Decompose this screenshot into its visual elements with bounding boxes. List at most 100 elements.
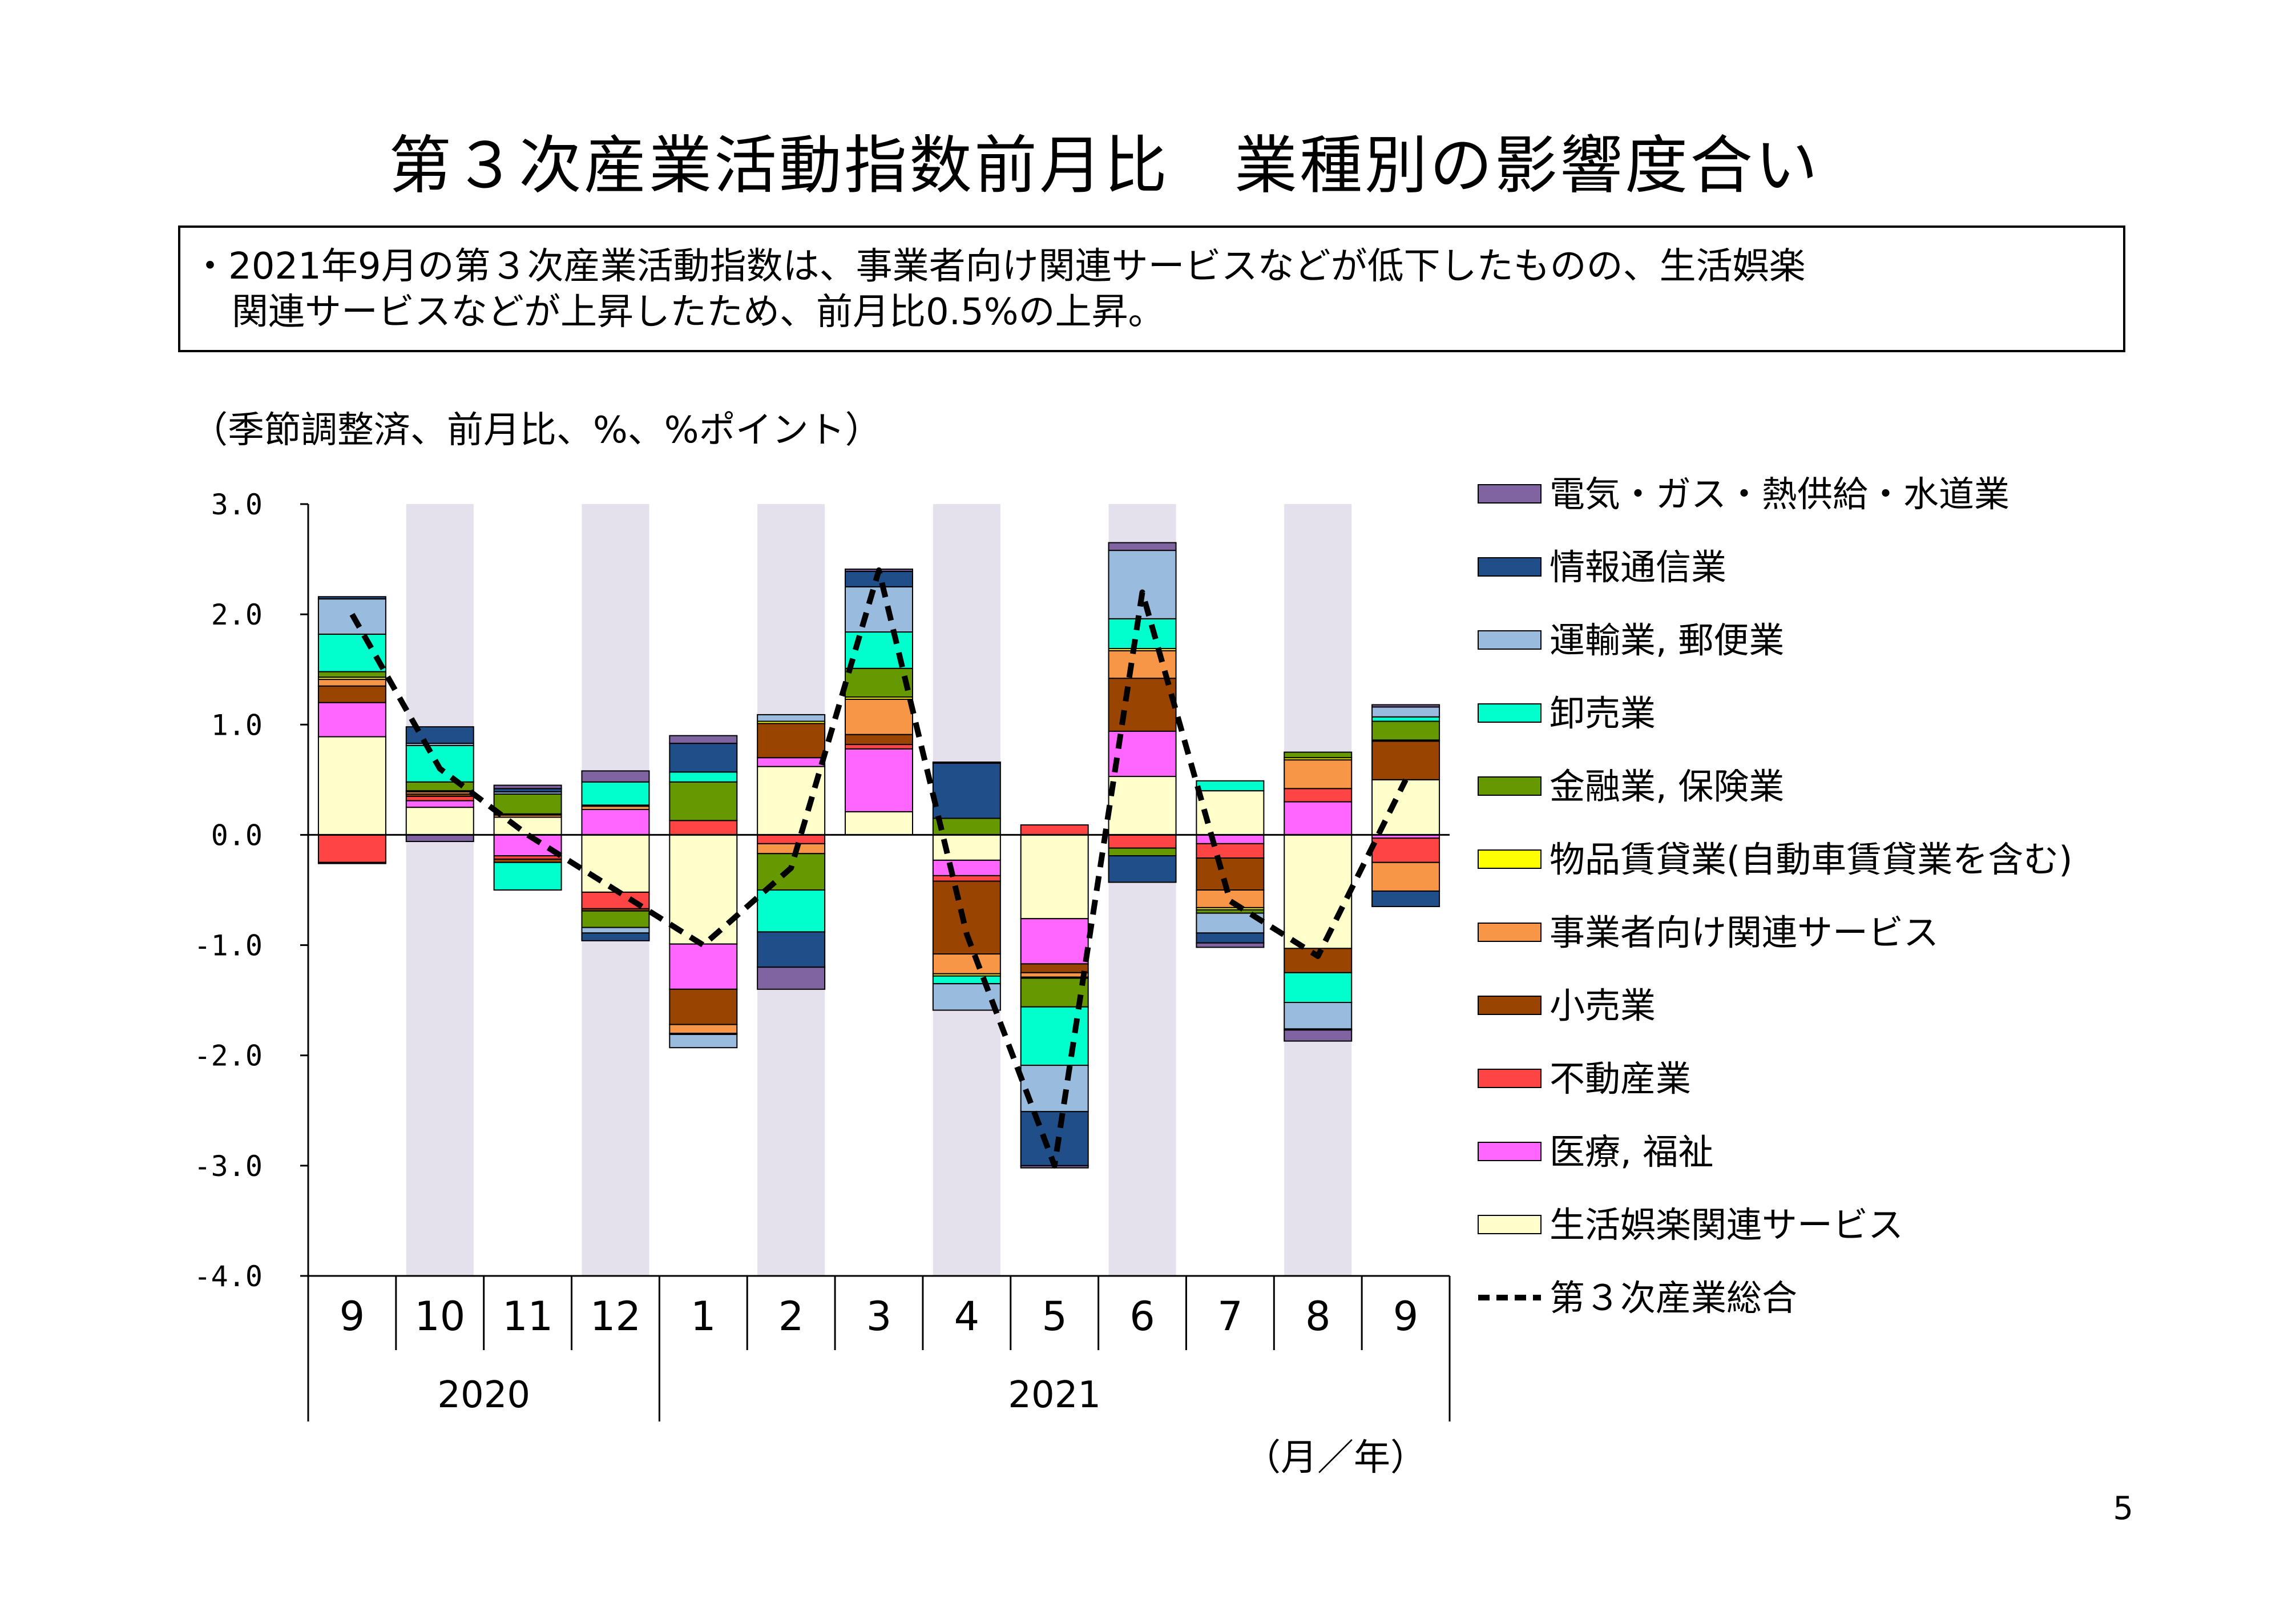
bar-segment-4-8 [1020,972,1089,978]
x-tick-label-4: 1 [691,1293,716,1340]
x-tick-label-0: 9 [340,1293,365,1340]
bar-segment-9-4 [669,743,738,773]
total-line-layer [349,567,1409,1169]
x-tick-label-8: 5 [1042,1293,1067,1340]
bar-segment-8-5 [757,714,826,722]
y-tick-label-0: 3.0 [211,488,263,521]
x-tick-label-12: 9 [1393,1293,1419,1340]
legend-swatch-4 [1478,776,1542,796]
bar-segment-9-12 [1371,890,1440,907]
shaded-column-1 [406,504,474,1276]
bar-segment-1-7 [932,859,1001,876]
bar-segment-8-12 [1371,706,1440,718]
bar-segment-10-2 [493,784,562,790]
bar-segment-4-5 [757,843,826,855]
year-label-0: 2020 [437,1374,530,1416]
bar-segment-0-6 [845,811,913,836]
y-tick-label-1: 2.0 [211,598,263,631]
bar-segment-0-11 [1284,834,1353,949]
bar-segment-2-0 [317,834,386,863]
bar-segment-6-6 [845,667,913,698]
bar-segment-10-7 [932,761,1001,764]
x-tick-label-9: 6 [1129,1293,1155,1340]
x-tick-label-5: 2 [778,1293,804,1340]
legend-label-5: 物品賃貸業(自動車賃貸業を含む) [1550,839,2072,880]
bar-segment-7-2 [493,861,562,891]
bar-segment-7-4 [669,771,738,783]
bar-segment-2-7 [932,875,1001,882]
bar-segment-4-11 [1284,759,1353,790]
legend-swatch-7 [1478,996,1542,1015]
legend-label-11: 第３次産業総合 [1550,1277,1797,1319]
bar-segment-2-11 [1284,788,1353,803]
bar-segment-1-8 [1020,918,1089,965]
bar-segment-0-4 [669,834,738,945]
bar-segment-2-4 [669,820,738,836]
bar-segment-6-5 [757,853,826,891]
bar-segment-3-4 [669,988,738,1025]
bar-segment-6-3 [581,910,650,928]
bar-segment-10-12 [1371,704,1440,708]
legend-label-8: 不動産業 [1550,1058,1691,1100]
bar-segment-1-4 [669,943,738,990]
bar-segment-0-0 [317,736,386,836]
y-tick-label-6: -3.0 [194,1150,263,1183]
bar-segment-10-3 [581,770,650,783]
x-tick-label-10: 7 [1217,1293,1243,1340]
total-line [349,567,1409,1169]
bar-segment-9-7 [932,762,1001,819]
bar-segment-1-6 [845,748,913,812]
bar-segment-8-8 [1020,1065,1089,1113]
bar-segment-8-4 [669,1034,738,1049]
legend-label-4: 金融業, 保険業 [1550,766,1784,807]
bar-segment-2-9 [1108,834,1177,849]
legend-label-10: 生活娯楽関連サービス [1550,1204,1903,1246]
bar-segment-0-5 [757,766,826,836]
bar-segment-7-12 [1371,716,1440,722]
bars [317,542,1440,1169]
bar-segment-7-3 [581,781,650,806]
bar-segment-9-9 [1108,855,1177,883]
x-tick-label-3: 12 [590,1293,641,1340]
bar-segment-2-8 [1020,824,1089,836]
bar-segment-1-5 [757,757,826,767]
bar-segment-9-3 [581,932,650,941]
bar-segment-4-4 [669,1024,738,1034]
bar-segment-6-4 [669,781,738,821]
bar-segment-8-7 [932,983,1001,1011]
unit-label: （季節調整済、前月比、%、%ポイント） [191,409,882,452]
bar-segment-7-5 [757,889,826,933]
bar-segment-9-10 [1196,932,1265,944]
legend-label-7: 小売業 [1550,985,1656,1026]
bar-segment-3-8 [1020,963,1089,973]
bar-segment-4-6 [845,698,913,735]
bar-segment-10-1 [405,834,474,843]
page-title: 第３次産業活動指数前月比 業種別の影響度合い [389,129,1820,202]
bar-segment-10-10 [1196,942,1265,948]
bar-segment-3-5 [757,723,826,759]
bar-segment-7-0 [317,633,386,672]
x-tick-label-6: 3 [866,1293,892,1340]
bar-segment-7-9 [1108,618,1177,650]
legend-label-1: 情報通信業 [1550,546,1726,588]
bar-segment-7-7 [932,975,1001,985]
bar-segment-0-8 [1020,834,1089,920]
bar-segment-0-9 [1108,776,1177,836]
bar-segment-6-11 [1284,751,1353,759]
summary-box: ・2021年9月の第３次産業活動指数は、事業者向け関連サービスなどが低下したもの… [178,225,2125,352]
bar-segment-3-0 [317,685,386,703]
bar-segment-1-1 [405,800,474,808]
legend-swatch-6 [1478,923,1542,942]
legend-swatch-1 [1478,557,1542,577]
bar-segment-3-6 [845,734,913,746]
page-number: 5 [2113,1490,2133,1527]
bar-segment-7-10 [1196,780,1265,792]
bar-segment-1-3 [581,809,650,836]
bar-segment-1-0 [317,702,386,738]
x-tick-label-11: 8 [1305,1293,1331,1340]
y-tick-label-3: 0.0 [211,819,263,852]
bar-segment-10-11 [1284,1029,1353,1042]
legend-swatch-9 [1478,1142,1542,1161]
legend-swatch-5 [1478,849,1542,869]
